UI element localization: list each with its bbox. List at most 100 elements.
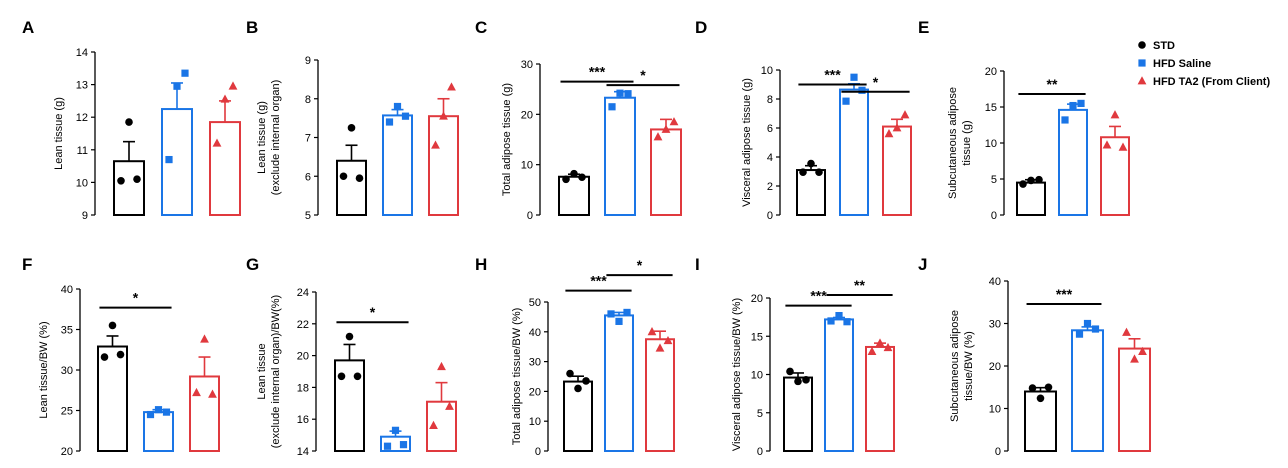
y-tick-label: 8 xyxy=(767,94,773,106)
bar-1 xyxy=(783,376,813,452)
data-point xyxy=(125,118,133,126)
y-tick-label: 10 xyxy=(985,138,997,150)
y-tick-label: 4 xyxy=(767,152,773,164)
significance-label: * xyxy=(370,304,376,320)
significance-label: * xyxy=(640,67,646,83)
bar-2 xyxy=(1058,108,1088,216)
data-point xyxy=(200,334,209,343)
data-point xyxy=(429,420,438,429)
panel-letter: A xyxy=(22,18,34,37)
y-tick-label: 5 xyxy=(991,174,997,186)
data-point xyxy=(655,343,665,352)
data-point xyxy=(401,112,410,120)
legend-marker xyxy=(1138,59,1146,67)
data-point xyxy=(663,335,673,345)
y-tick-label: 22 xyxy=(297,319,309,331)
panel-letter: B xyxy=(246,18,258,37)
data-point xyxy=(566,369,574,378)
data-point xyxy=(431,140,440,149)
panel-a: A 9 10 11 12 13 14 Lean tissue (g) xyxy=(22,18,241,222)
bar-1 xyxy=(558,175,590,217)
y-tick-label: 15 xyxy=(985,102,997,114)
data-point xyxy=(900,110,910,119)
data-point xyxy=(447,82,456,91)
data-point xyxy=(582,377,590,385)
y-tick-label: 14 xyxy=(297,446,309,458)
data-point xyxy=(562,175,570,184)
panel-letter: E xyxy=(918,18,929,37)
data-point xyxy=(1044,383,1053,392)
y-axis-title: Total adipose tissue/BW (%) xyxy=(511,308,523,446)
data-point xyxy=(399,441,408,449)
data-point xyxy=(815,168,823,177)
data-point xyxy=(1069,101,1077,110)
data-point xyxy=(220,94,230,103)
data-point xyxy=(1035,175,1043,184)
data-point xyxy=(615,317,623,325)
data-point xyxy=(100,353,109,361)
y-tick-label: 0 xyxy=(991,210,997,222)
panel-i: I 0 5 10 15 20 Visceral adipose tissue/BW (%) *… xyxy=(695,255,895,458)
data-point xyxy=(624,90,632,98)
data-point xyxy=(827,317,835,325)
legend-label: HFD Saline xyxy=(1153,58,1211,70)
data-point xyxy=(802,376,810,384)
bar-1 xyxy=(113,160,145,217)
y-tick-label: 0 xyxy=(757,446,763,458)
y-tick-label: 0 xyxy=(767,210,773,222)
panel-letter: C xyxy=(475,18,487,37)
y-tick-label: 20 xyxy=(521,109,533,121)
panel-letter: H xyxy=(475,255,487,274)
data-point xyxy=(875,338,885,347)
y-tick-label: 12 xyxy=(76,112,88,124)
y-tick-label: 5 xyxy=(757,408,763,420)
data-point xyxy=(345,332,354,341)
data-point xyxy=(154,406,163,414)
bar-3 xyxy=(209,121,241,216)
data-point xyxy=(647,327,657,336)
data-point xyxy=(116,350,125,359)
bar-2 xyxy=(1071,329,1104,452)
y-tick-label: 30 xyxy=(521,59,533,71)
panel-letter: D xyxy=(695,18,707,37)
data-point xyxy=(337,372,346,381)
bar-3 xyxy=(645,338,675,452)
data-point xyxy=(108,321,117,330)
significance-label: ** xyxy=(1047,76,1058,92)
y-tick-label: 7 xyxy=(305,133,311,145)
significance-label: *** xyxy=(590,273,607,289)
y-tick-label: 2 xyxy=(767,181,773,193)
data-point xyxy=(208,389,217,398)
y-tick-label: 30 xyxy=(989,319,1001,331)
y-tick-label: 40 xyxy=(989,276,1001,288)
data-point xyxy=(892,123,902,132)
bar-3 xyxy=(882,125,912,216)
legend: STD HFD Saline HFD TA2 (From Client) xyxy=(1137,40,1270,88)
significance-label: *** xyxy=(589,64,606,80)
data-point xyxy=(117,176,125,185)
y-axis-title: tissue/BW (%) xyxy=(963,331,975,401)
y-tick-label: 11 xyxy=(77,145,88,157)
bar-3 xyxy=(189,375,220,453)
y-tick-label: 13 xyxy=(76,80,88,92)
data-point xyxy=(1061,116,1069,124)
bar-1 xyxy=(1016,181,1046,217)
y-tick-label: 5 xyxy=(305,210,311,222)
data-point xyxy=(165,155,173,164)
significance-label: * xyxy=(873,74,879,90)
y-tick-label: 20 xyxy=(61,446,73,458)
data-point xyxy=(192,387,201,397)
panel-letter: G xyxy=(246,255,259,274)
significance-label: * xyxy=(133,290,139,306)
y-tick-label: 10 xyxy=(751,370,763,382)
bar-3 xyxy=(1118,347,1151,453)
y-axis-title: Lean tissue xyxy=(256,343,268,399)
data-point xyxy=(1019,180,1027,188)
data-point xyxy=(146,410,155,419)
y-axis-title: (exclude internal organ) xyxy=(270,80,282,196)
data-point xyxy=(1110,110,1120,119)
data-point xyxy=(353,372,362,381)
y-tick-label: 35 xyxy=(61,325,73,337)
data-point xyxy=(1118,142,1128,151)
